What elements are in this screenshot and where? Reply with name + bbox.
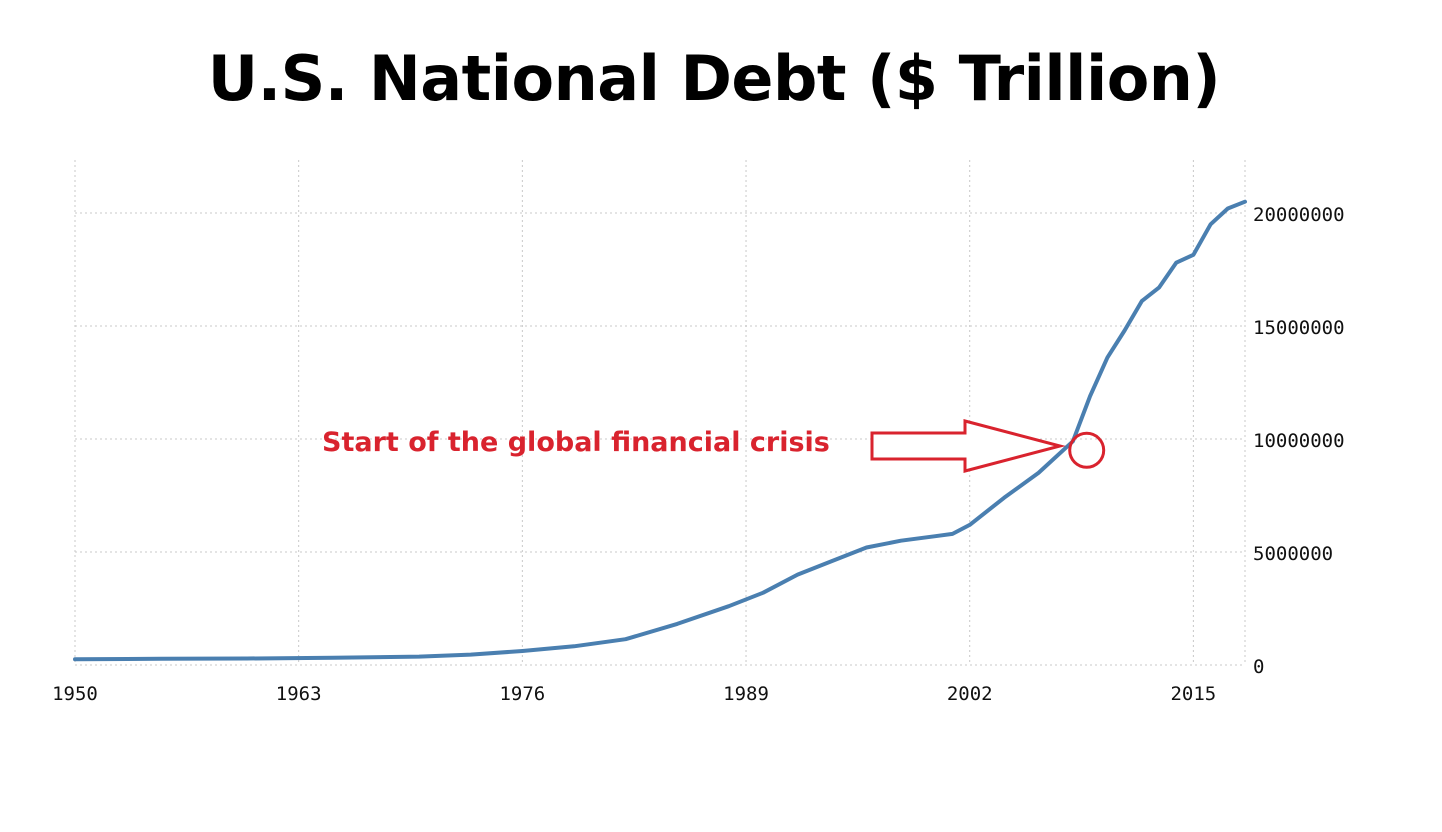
annotation-layer: Start of the global financial crisis (322, 419, 1106, 473)
annotation-label: Start of the global financial crisis (322, 427, 830, 458)
series-layer (73, 199, 1247, 662)
x-tick-label: 1976 (499, 683, 545, 705)
annotation-arrow-icon (870, 419, 1066, 473)
y-tick-label: 0 (1253, 656, 1264, 678)
x-tick-label: 1963 (276, 683, 322, 705)
x-tick-label: 1950 (52, 683, 98, 705)
y-tick-labels: 0 5000000 10000000 15000000 20000000 (1253, 204, 1345, 678)
x-tick-label: 2002 (947, 683, 993, 705)
series-line (73, 199, 1247, 662)
x-tick-labels: 1950 1963 1976 1989 2002 2015 (52, 683, 1216, 705)
y-tick-label: 15000000 (1253, 317, 1345, 339)
grid-lines (74, 160, 1246, 666)
chart-title: U.S. National Debt ($ Trillion) (207, 42, 1221, 115)
y-tick-label: 5000000 (1253, 543, 1333, 565)
y-tick-label: 10000000 (1253, 430, 1345, 452)
annotation-circle-icon (1068, 431, 1106, 469)
x-tick-label: 1989 (723, 683, 769, 705)
y-tick-label: 20000000 (1253, 204, 1345, 226)
x-tick-label: 2015 (1170, 683, 1216, 705)
